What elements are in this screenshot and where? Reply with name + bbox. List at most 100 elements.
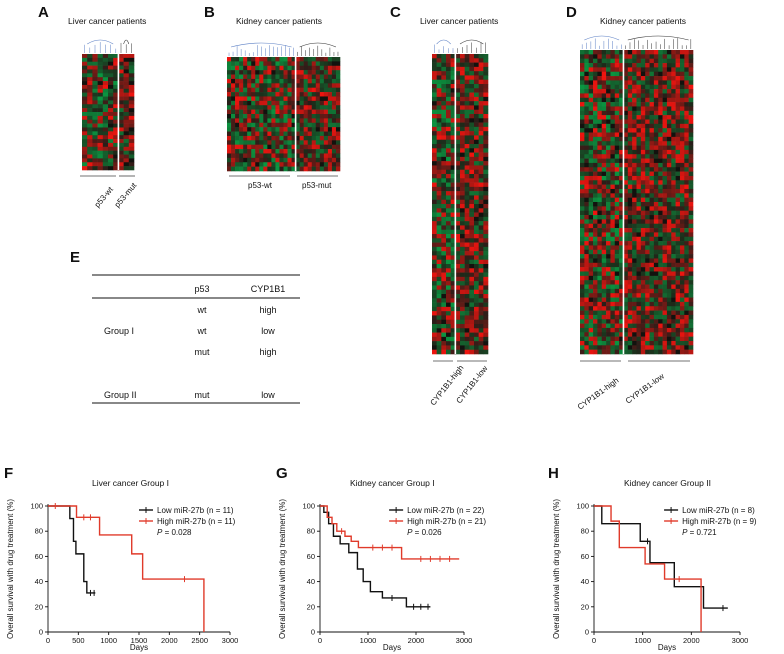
group-brackets-a: p53-wt p53-mut [80, 175, 139, 210]
group-label-d-high: CYP1B1-high [576, 376, 621, 412]
survival-curve-high [320, 505, 460, 560]
panel-label-e: E [70, 249, 80, 266]
plot-title: Kidney cancer Group II [624, 478, 711, 488]
table-cell-cyp1b1: low [261, 390, 275, 400]
x-tick-label: 3000 [456, 636, 473, 645]
survival-curve-high [48, 505, 205, 632]
table-header-cyp1b1: CYP1B1 [251, 284, 286, 294]
y-tick-label: 80 [581, 527, 589, 536]
heatmap-d-cells [580, 50, 694, 355]
heatmap-c-cells [432, 54, 489, 355]
table-cell-cyp1b1: high [259, 305, 276, 315]
heatmap-b [227, 42, 341, 172]
survival-curve-low [594, 505, 728, 609]
legend-entry: High miR-27b (n = 9) [682, 517, 757, 526]
x-tick-label: 3000 [732, 636, 749, 645]
y-tick-label: 40 [307, 577, 315, 586]
x-tick-label: 2000 [683, 636, 700, 645]
panel-label-b: B [204, 4, 215, 21]
plot-title: Liver cancer Group I [92, 478, 169, 488]
p-value: P = 0.028 [157, 528, 192, 537]
y-tick-label: 60 [581, 552, 589, 561]
panel-title-a: Liver cancer patients [68, 16, 146, 26]
heatmap-a-dendrogram [84, 39, 132, 53]
x-tick-label: 2000 [161, 636, 178, 645]
y-tick-label: 60 [307, 552, 315, 561]
survival-curve-high [594, 505, 702, 632]
panel-label: G [276, 465, 288, 482]
heatmap-b-dendrogram [228, 42, 339, 56]
y-tick-label: 60 [35, 552, 43, 561]
table-header-p53: p53 [194, 284, 209, 294]
y-tick-label: 20 [35, 602, 43, 611]
y-tick-label: 100 [30, 502, 43, 511]
y-tick-label: 40 [35, 577, 43, 586]
x-tick-label: 0 [46, 636, 50, 645]
panel-label: H [548, 465, 559, 482]
table-cell-p53: mut [194, 347, 210, 357]
heatmap-a [82, 39, 135, 171]
x-tick-label: 1000 [360, 636, 377, 645]
x-axis-label: Days [130, 643, 148, 652]
group-label-d-low: CYP1B1-low [624, 372, 666, 406]
group-label-a-wt: p53-wt [93, 185, 116, 210]
group-label-b-wt: p53-wt [248, 181, 273, 190]
table-cell-cyp1b1: low [261, 326, 275, 336]
x-tick-label: 2500 [191, 636, 208, 645]
x-tick-label: 0 [592, 636, 596, 645]
y-axis-label: Overall survival with drug treatment (%) [552, 499, 561, 639]
y-tick-label: 0 [585, 628, 589, 637]
panel-title-b: Kidney cancer patients [236, 16, 322, 26]
x-tick-label: 3000 [222, 636, 239, 645]
table-cell-cyp1b1: high [259, 347, 276, 357]
y-axis-label: Overall survival with drug treatment (%) [278, 499, 287, 639]
p-value: P = 0.721 [682, 528, 717, 537]
y-axis-label: Overall survival with drug treatment (%) [6, 499, 15, 639]
x-tick-label: 1000 [100, 636, 117, 645]
y-tick-label: 0 [39, 628, 43, 637]
y-tick-label: 0 [311, 628, 315, 637]
group-label-b-mut: p53-mut [302, 181, 332, 190]
legend-entry: Low miR-27b (n = 8) [682, 506, 755, 515]
group-brackets-d: CYP1B1-high CYP1B1-low [576, 360, 690, 412]
table-group-label: Group II [104, 390, 137, 400]
x-tick-label: 0 [318, 636, 322, 645]
y-tick-label: 100 [302, 502, 315, 511]
x-tick-label: 1500 [131, 636, 148, 645]
x-axis-label: Days [383, 643, 401, 652]
legend-entry: High miR-27b (n = 21) [407, 517, 486, 526]
table-cell-p53: wt [197, 326, 207, 336]
y-tick-label: 20 [307, 602, 315, 611]
legend-entry: High miR-27b (n = 11) [157, 517, 236, 526]
heatmap-c [432, 39, 489, 355]
legend-entry: Low miR-27b (n = 22) [407, 506, 484, 515]
heatmap-d [580, 35, 694, 355]
group-label-a-mut: p53-mut [113, 180, 139, 209]
p-value: P = 0.026 [407, 528, 442, 537]
x-tick-label: 500 [72, 636, 85, 645]
x-tick-label: 2000 [408, 636, 425, 645]
survival-curve-low [48, 505, 96, 594]
heatmap-a-cells [82, 54, 135, 171]
group-table: E p53 CYP1B1 wt high Group I wt low mut … [70, 249, 300, 404]
legend-entry: Low miR-27b (n = 11) [157, 506, 234, 515]
y-tick-label: 20 [581, 602, 589, 611]
y-tick-label: 80 [35, 527, 43, 536]
group-brackets-b: p53-wt p53-mut [229, 175, 338, 190]
panel-label-c: C [390, 4, 401, 21]
heatmap-c-dendrogram [434, 39, 486, 53]
panel-label: F [4, 465, 13, 482]
table-cell-p53: mut [194, 390, 210, 400]
y-tick-label: 100 [576, 502, 589, 511]
table-group-label: Group I [104, 326, 134, 336]
table-cell-p53: wt [197, 305, 207, 315]
panel-label-d: D [566, 4, 577, 21]
panel-title-c: Liver cancer patients [420, 16, 498, 26]
y-tick-label: 80 [307, 527, 315, 536]
panel-title-d: Kidney cancer patients [600, 16, 686, 26]
plot-title: Kidney cancer Group I [350, 478, 435, 488]
x-axis-label: Days [658, 643, 676, 652]
